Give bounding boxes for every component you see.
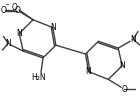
Text: O: O [11, 3, 17, 12]
Text: O: O [121, 85, 127, 94]
Text: N: N [5, 39, 11, 48]
Text: N: N [130, 35, 136, 44]
Text: O: O [0, 6, 6, 15]
Text: O: O [14, 6, 20, 16]
Text: N: N [50, 23, 56, 32]
Text: -: - [6, 1, 9, 10]
Text: N: N [119, 61, 125, 70]
Text: N: N [16, 29, 22, 38]
Text: H₂N: H₂N [32, 73, 46, 82]
Text: N: N [86, 67, 91, 76]
